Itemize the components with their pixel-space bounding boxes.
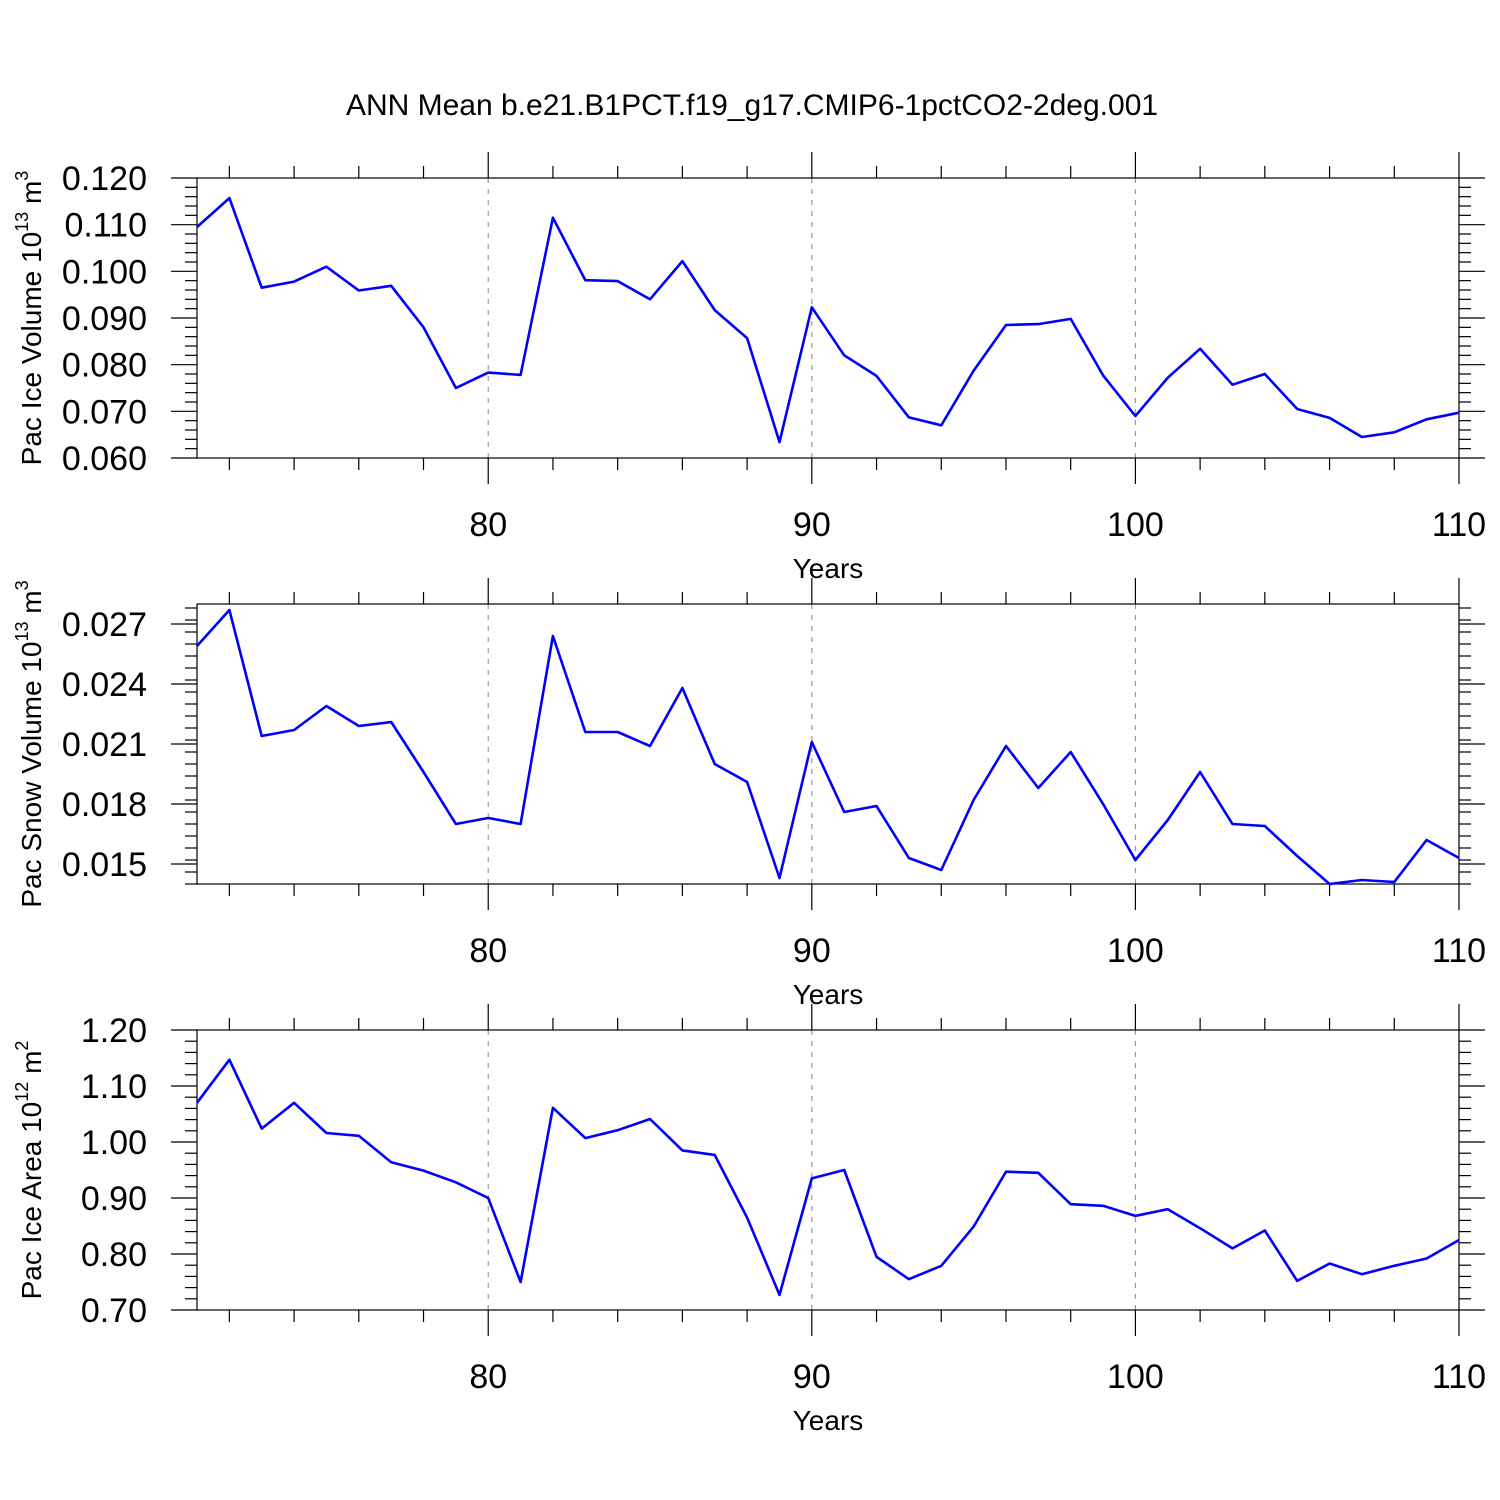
x-tick-label: 90 [793,506,831,544]
y-tick-label: 0.090 [62,300,147,338]
x-axis-label: Years [793,553,864,584]
x-tick-label: 110 [1432,506,1486,544]
y-tick-label: 0.018 [62,786,147,824]
y-axis-label-unit-exponent: 3 [12,171,32,181]
y-tick-label: 1.10 [81,1068,147,1106]
panel-3: 0.70 0.80 0.90 1.00 1.10 1.20 80 90 100 110 Years P… [12,1004,1486,1436]
y-axis-label-exponent: 13 [12,621,32,641]
panel-2: 0.015 0.018 0.021 0.024 0.027 80 90 100 110 Years… [12,578,1486,1010]
y-tick-label: 0.70 [81,1292,147,1330]
y-axis-label: Pac Snow Volume 1013 m3 [12,580,47,907]
y-axis-label-exponent: 13 [12,212,32,232]
y-axis-label-text: Pac Snow Volume 10 [16,641,47,907]
y-tick-label: 0.110 [64,207,147,245]
x-tick-label: 90 [793,1358,831,1396]
x-tick-label: 100 [1107,506,1164,544]
x-tick-label: 80 [469,506,507,544]
x-tick-label: 90 [793,932,831,970]
y-axis-label-unit-exponent: 2 [12,1041,32,1051]
y-axis-label-unit-exponent: 3 [12,580,32,590]
y-axis-label-exponent: 12 [12,1082,32,1102]
x-tick-label: 100 [1107,1358,1164,1396]
y-axis-label: Pac Ice Area 1012 m2 [12,1041,47,1300]
y-axis-label: Pac Ice Volume 1013 m3 [12,171,47,466]
y-tick-label: 1.00 [81,1124,147,1162]
y-tick-label: 0.015 [62,846,147,884]
y-tick-label: 0.080 [62,347,147,385]
y-tick-label: 0.80 [81,1236,147,1274]
y-axis-label-text: Pac Ice Volume 10 [16,232,47,465]
series-line [195,1058,1460,1297]
x-tick-label: 100 [1107,932,1164,970]
y-tick-label: 0.120 [62,160,147,198]
y-tick-label: 0.070 [62,393,147,431]
y-tick-label: 0.060 [62,440,147,478]
y-tick-label: 0.100 [62,253,147,291]
y-tick-label: 0.027 [62,606,147,644]
y-axis-label-text: Pac Ice Area 10 [16,1102,47,1300]
panel-1: 0.060 0.070 0.080 0.090 0.100 0.110 0.120 80 90 1… [12,152,1486,584]
series-line [196,196,1460,444]
plot-frame [196,603,1460,885]
x-tick-label: 110 [1432,932,1486,970]
chart-title: ANN Mean b.e21.B1PCT.f19_g17.CMIP6-1pctC… [346,89,1158,122]
y-tick-label: 0.021 [62,726,147,764]
panels: 0.060 0.070 0.080 0.090 0.100 0.110 0.120 80 90 1… [12,152,1486,1436]
x-axis-label: Years [793,1405,864,1436]
x-tick-label: 80 [469,1358,507,1396]
x-tick-label: 110 [1432,1358,1486,1396]
plot-frame [196,177,1460,459]
x-tick-label: 80 [469,932,507,970]
y-tick-label: 0.024 [62,666,147,704]
plot-frame [196,1029,1460,1311]
series-line [196,608,1460,886]
y-axis-label-unit: m [16,181,47,212]
y-axis-label-unit: m [16,590,47,621]
y-tick-label: 0.90 [81,1180,147,1218]
y-tick-label: 1.20 [81,1012,147,1050]
y-axis-label-unit: m [16,1051,47,1082]
x-axis-label: Years [793,979,864,1010]
